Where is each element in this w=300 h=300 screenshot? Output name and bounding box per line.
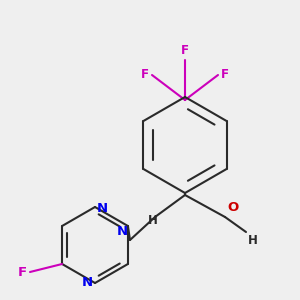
Text: F: F — [18, 266, 27, 278]
Text: O: O — [227, 201, 238, 214]
Text: N: N — [82, 275, 93, 289]
Text: F: F — [141, 68, 149, 82]
Text: N: N — [117, 225, 128, 238]
Text: F: F — [221, 68, 229, 82]
Text: F: F — [181, 44, 189, 57]
Text: H: H — [248, 234, 258, 247]
Text: N: N — [97, 202, 108, 214]
Text: H: H — [148, 214, 158, 227]
